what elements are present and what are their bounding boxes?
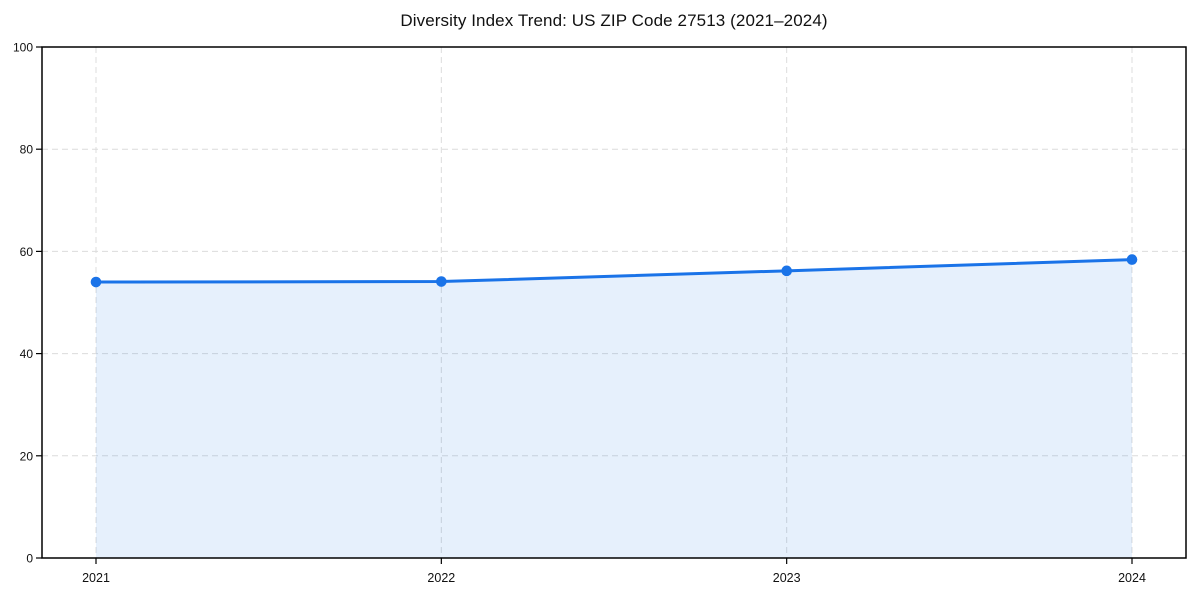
x-tick-label: 2023 — [773, 571, 801, 585]
y-tick-label: 0 — [26, 552, 33, 566]
y-tick-label: 100 — [13, 41, 33, 55]
trend-line — [94, 258, 1134, 284]
y-tick-label: 60 — [20, 245, 34, 259]
x-tick-label: 2024 — [1118, 571, 1146, 585]
data-point-2023 — [781, 265, 792, 277]
y-tick-label: 40 — [20, 347, 34, 361]
data-point-2021 — [90, 276, 102, 288]
plot-frame — [41, 46, 1187, 559]
data-point-2022 — [436, 276, 447, 287]
area-fill — [96, 259, 1132, 558]
y-tick-label: 20 — [20, 449, 34, 463]
x-tick-label: 2022 — [427, 571, 455, 585]
chart-title: Diversity Index Trend: US ZIP Code 27513… — [400, 11, 828, 30]
x-tick-label: 2021 — [82, 571, 110, 585]
y-tick-label: 80 — [20, 143, 34, 157]
data-point-2024 — [1126, 254, 1138, 265]
